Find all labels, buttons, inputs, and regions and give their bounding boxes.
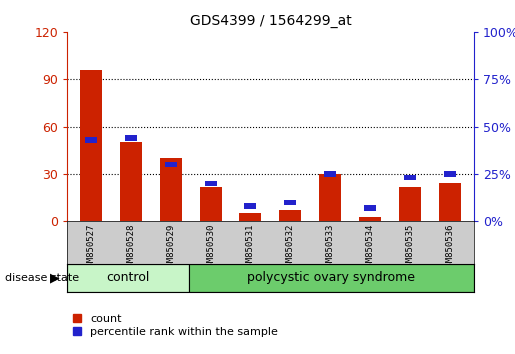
- Text: GSM850528: GSM850528: [126, 223, 135, 272]
- Bar: [120, 142, 142, 221]
- Bar: [189, 264, 474, 292]
- Bar: [364, 205, 376, 211]
- Text: disease state: disease state: [5, 273, 79, 283]
- Text: GSM850534: GSM850534: [366, 223, 374, 272]
- Text: ▶: ▶: [49, 272, 59, 284]
- Bar: [359, 217, 381, 221]
- Bar: [200, 187, 221, 221]
- Bar: [404, 175, 416, 181]
- Text: GSM850527: GSM850527: [87, 223, 95, 272]
- Bar: [165, 162, 177, 167]
- Bar: [80, 70, 102, 221]
- Bar: [160, 158, 182, 221]
- Bar: [319, 174, 341, 221]
- Text: GSM850530: GSM850530: [206, 223, 215, 272]
- Bar: [399, 187, 421, 221]
- Title: GDS4399 / 1564299_at: GDS4399 / 1564299_at: [190, 14, 351, 28]
- Text: control: control: [106, 272, 150, 284]
- Text: GSM850536: GSM850536: [445, 223, 454, 272]
- Text: GSM850533: GSM850533: [325, 223, 335, 272]
- Bar: [439, 183, 461, 221]
- Bar: [239, 213, 262, 221]
- Bar: [284, 200, 296, 205]
- Text: GSM850535: GSM850535: [405, 223, 415, 272]
- Text: GSM850532: GSM850532: [286, 223, 295, 272]
- Text: GSM850529: GSM850529: [166, 223, 175, 272]
- Bar: [324, 171, 336, 177]
- Bar: [85, 137, 97, 143]
- Bar: [245, 203, 256, 209]
- Bar: [444, 171, 456, 177]
- Bar: [67, 264, 189, 292]
- Legend: count, percentile rank within the sample: count, percentile rank within the sample: [73, 314, 278, 337]
- Bar: [125, 135, 137, 141]
- Bar: [204, 181, 216, 186]
- Text: GSM850531: GSM850531: [246, 223, 255, 272]
- Bar: [279, 210, 301, 221]
- Text: polycystic ovary syndrome: polycystic ovary syndrome: [247, 272, 416, 284]
